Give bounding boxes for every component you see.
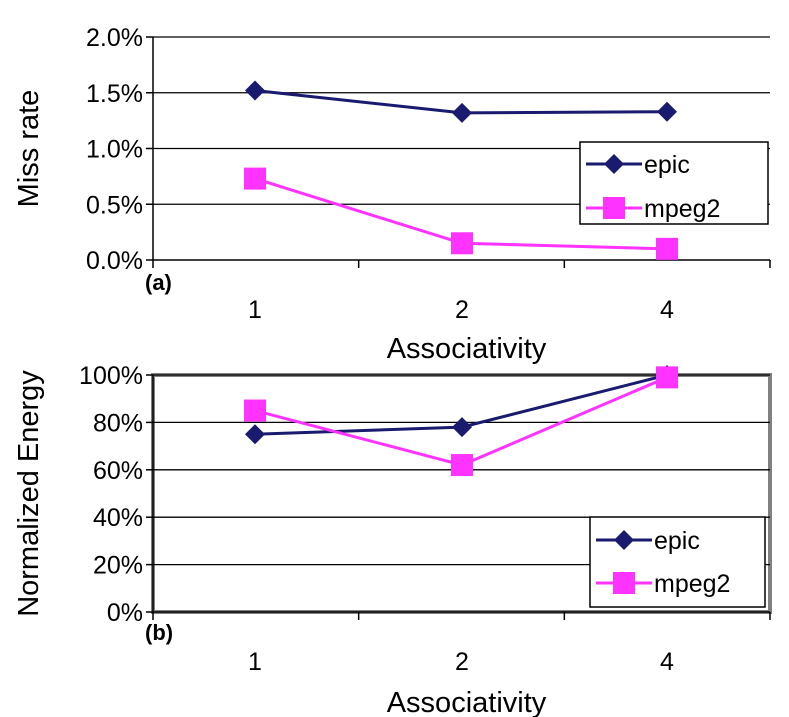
- x-tick-label: 2: [455, 648, 469, 676]
- panel-label: (b): [145, 620, 173, 645]
- x-tick-label: 4: [660, 648, 674, 676]
- x-tick-label: 4: [660, 296, 674, 324]
- legend-label-epic: epic: [644, 151, 690, 179]
- y-tick-label: 1.0%: [86, 136, 143, 164]
- y-tick-label: 2.0%: [86, 24, 143, 52]
- data-point-mpeg2: [451, 454, 473, 477]
- y-tick-label: 60%: [93, 457, 143, 485]
- data-point-mpeg2: [244, 167, 266, 190]
- y-tick-label: 0.5%: [86, 191, 143, 219]
- y-tick-label: 80%: [93, 409, 143, 437]
- y-tick-label: 40%: [93, 504, 143, 532]
- legend-marker-mpeg2: [613, 572, 635, 594]
- y-axis-title: Miss rate: [13, 90, 45, 208]
- legend-label-mpeg2: mpeg2: [644, 195, 720, 223]
- chart-b-normalized-energy: 0% 20% 40% 60% 80% 100% 1 2 4 Associativity Normal…: [13, 362, 772, 717]
- data-point-mpeg2: [656, 366, 678, 389]
- data-point-epic: [657, 101, 677, 122]
- x-tick-label: 2: [455, 296, 469, 324]
- legend-marker-epic: [614, 530, 634, 550]
- data-point-epic: [452, 102, 472, 123]
- y-tick-label: 0.0%: [86, 247, 143, 275]
- data-point-mpeg2: [656, 237, 678, 260]
- y-tick-label: 0%: [107, 599, 143, 627]
- data-point-mpeg2: [244, 399, 266, 422]
- y-tick-label: 100%: [79, 362, 143, 390]
- y-axis-title: Normalized Energy: [13, 370, 45, 617]
- x-tick-label: 1: [248, 296, 262, 324]
- x-axis-title: Associativity: [387, 687, 547, 717]
- x-axis-title: Associativity: [387, 333, 547, 365]
- legend-marker-epic: [604, 154, 624, 174]
- data-point-epic: [245, 80, 265, 101]
- data-point-epic: [452, 417, 472, 438]
- chart-a-miss-rate: 0.0% 0.5% 1.0% 1.5% 2.0% 1 2 4 Associativity Miss…: [13, 24, 771, 365]
- x-tick-label: 1: [248, 648, 262, 676]
- legend-label-epic: epic: [654, 527, 700, 555]
- y-tick-label: 20%: [93, 552, 143, 580]
- y-tick-label: 1.5%: [86, 80, 143, 108]
- legend-label-mpeg2: mpeg2: [654, 570, 730, 598]
- legend-marker-mpeg2: [603, 197, 625, 219]
- panel-label: (a): [145, 270, 172, 295]
- data-point-mpeg2: [451, 232, 473, 255]
- data-point-epic: [245, 424, 265, 445]
